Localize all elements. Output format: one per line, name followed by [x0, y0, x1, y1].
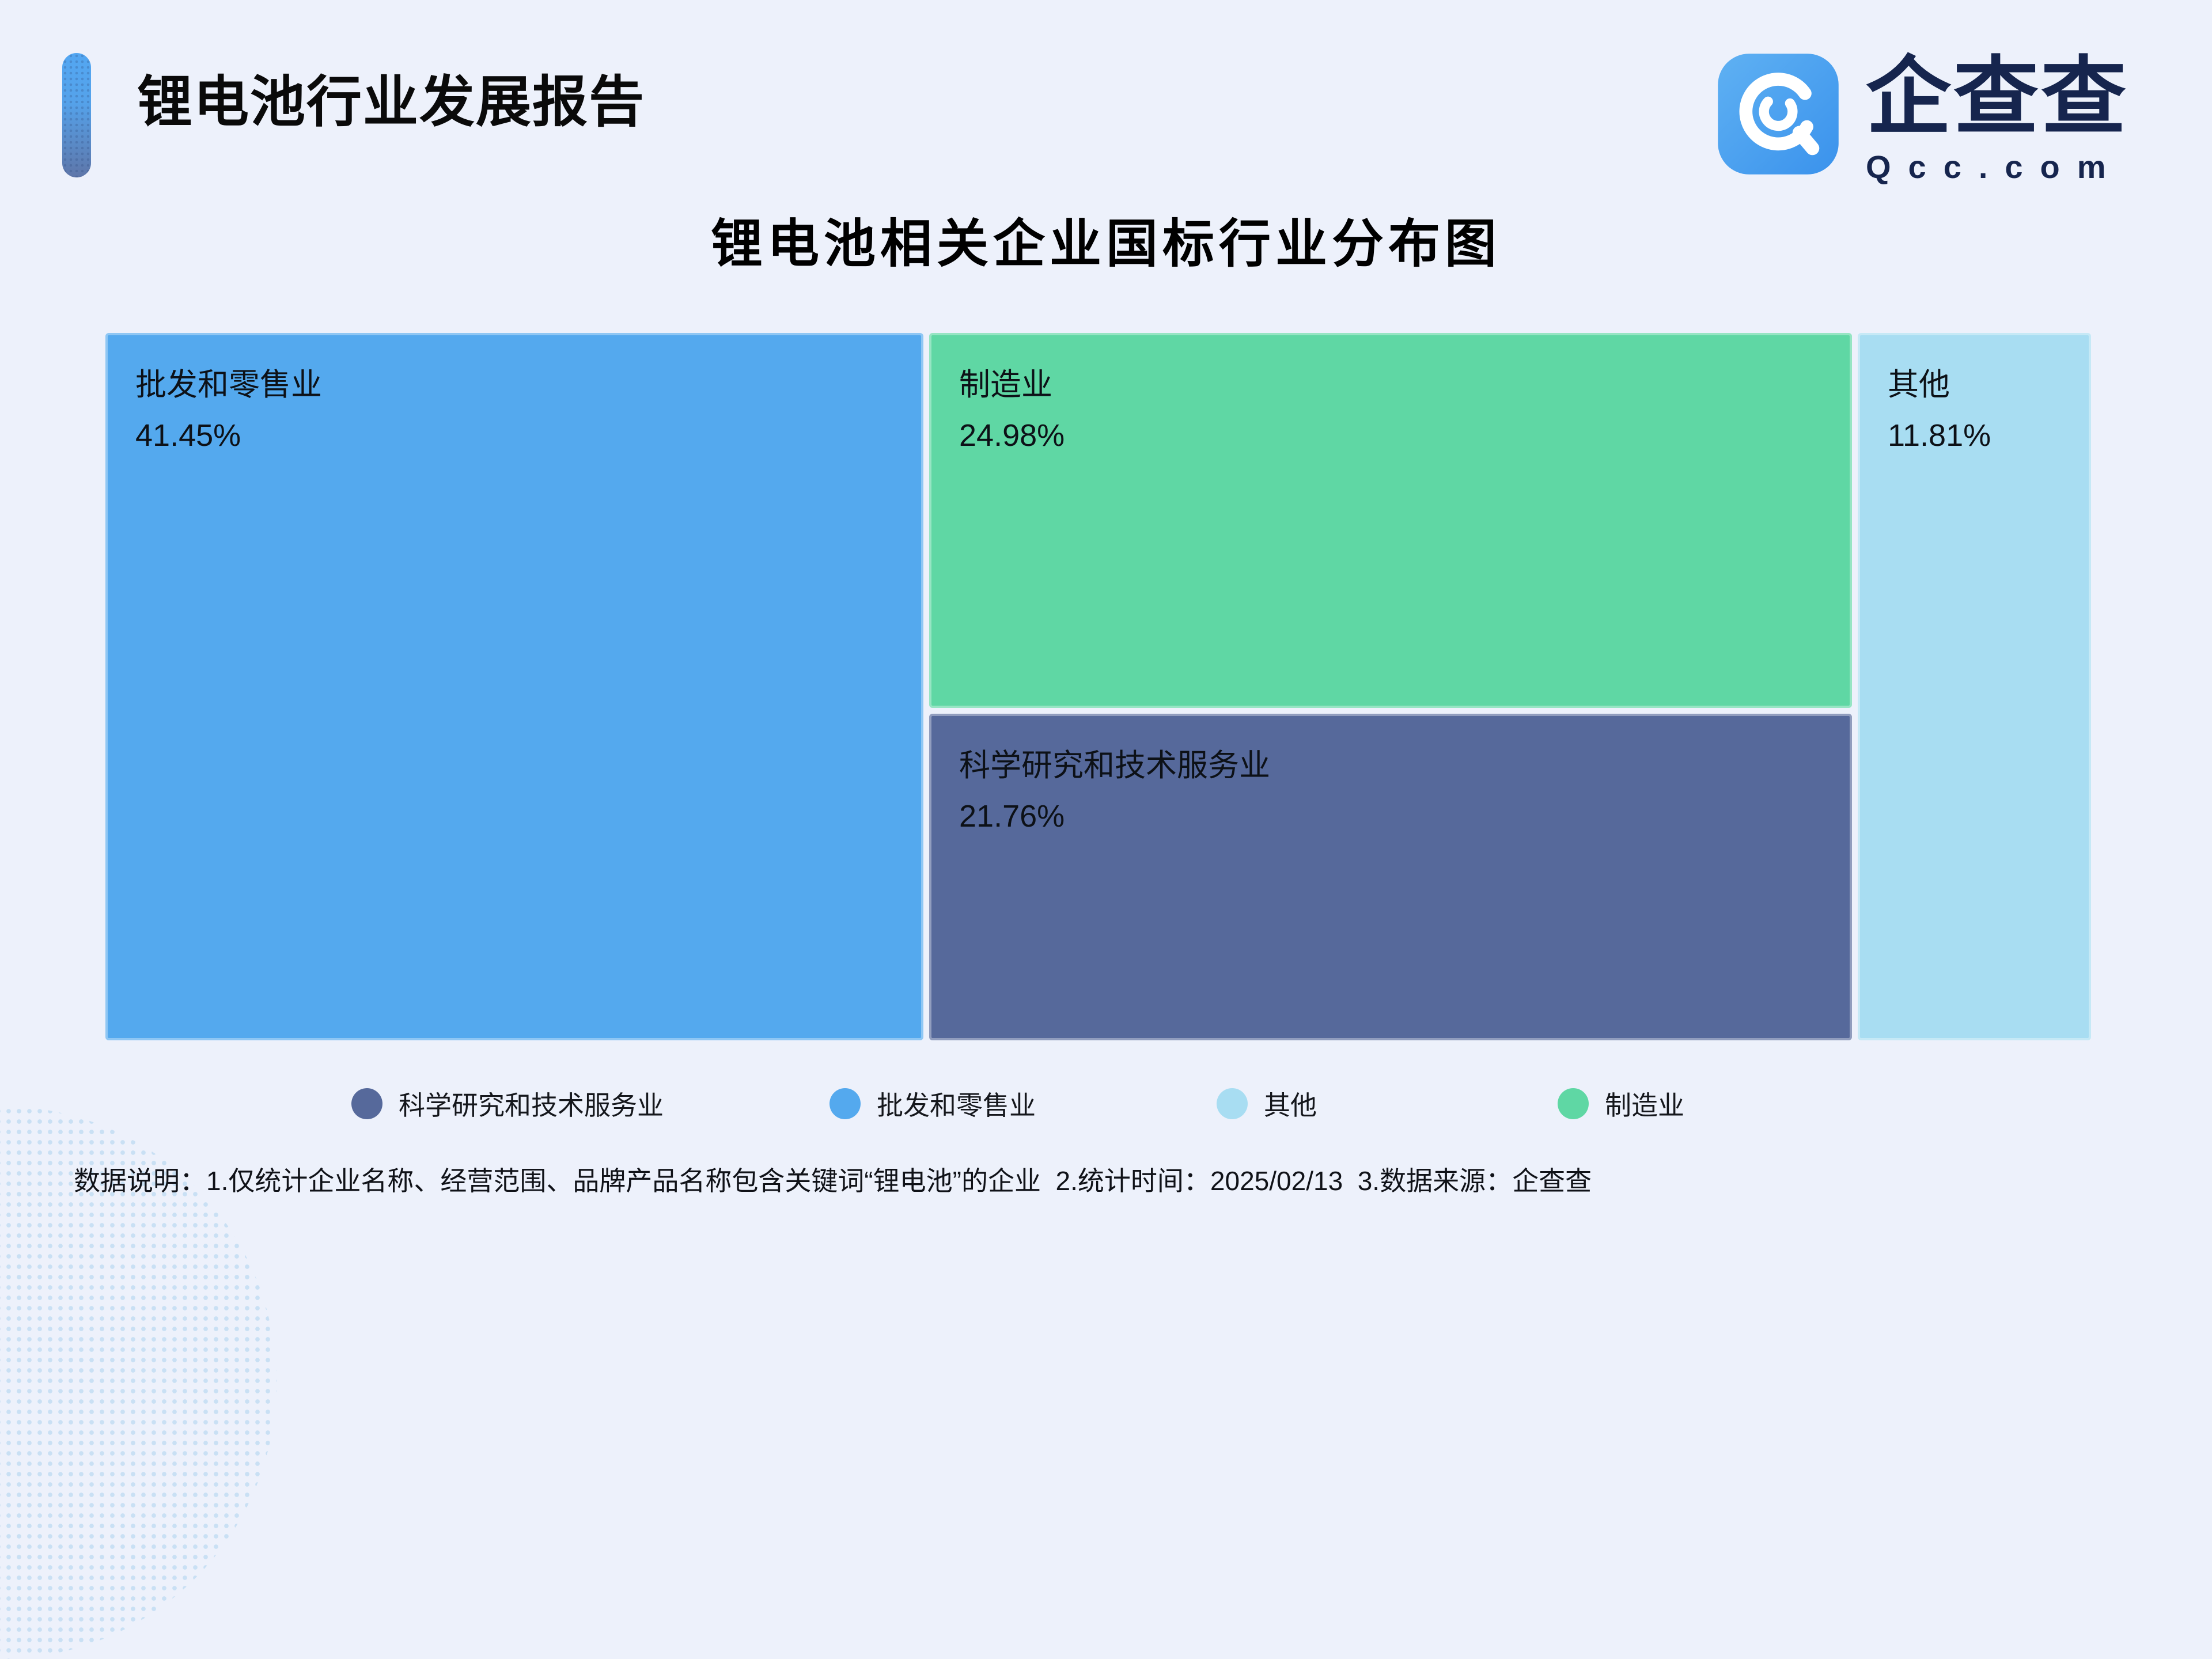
block-value: 21.76%	[959, 799, 1065, 834]
block-label: 科学研究和技术服务业	[959, 748, 1270, 783]
header-accent-bar	[62, 53, 91, 177]
chart-title: 锂电池相关企业国标行业分布图	[711, 215, 1501, 273]
legend-dot-icon	[1558, 1088, 1589, 1119]
legend-dot-icon	[1217, 1088, 1248, 1119]
legend-label: 制造业	[1605, 1090, 1684, 1120]
qcc-logo-icon	[1718, 54, 1839, 175]
treemap-block-wholesale-retail[interactable]: 批发和零售业 41.45%	[105, 333, 923, 1040]
block-label: 其他	[1888, 368, 1950, 402]
block-value: 11.81%	[1888, 418, 1991, 453]
treemap-block-other[interactable]: 其他 11.81%	[1858, 333, 2091, 1040]
block-value: 41.45%	[135, 418, 241, 453]
block-label: 制造业	[959, 368, 1052, 402]
treemap-block-manufacturing[interactable]: 制造业 24.98%	[929, 333, 1852, 708]
legend-label: 科学研究和技术服务业	[399, 1090, 664, 1120]
legend-item-other[interactable]: 其他	[1217, 1086, 1317, 1121]
legend-dot-icon	[351, 1088, 382, 1119]
report-title: 锂电池行业发展报告	[137, 71, 645, 133]
legend-item-wholesale-retail[interactable]: 批发和零售业	[830, 1086, 1036, 1121]
qcc-logo-text: 企查查 Qcc.com	[1866, 52, 2128, 184]
report-page: 锂电池行业发展报告 企查查 Qcc.com 锂电池相关企业国标行业分布图	[0, 52, 2212, 1659]
legend-label: 其他	[1264, 1090, 1317, 1120]
legend: 科学研究和技术服务业 批发和零售业 其他 制造业	[0, 1086, 2212, 1121]
block-value: 24.98%	[959, 418, 1065, 453]
treemap-block-scientific-research[interactable]: 科学研究和技术服务业 21.76%	[929, 714, 1852, 1040]
data-note: 数据说明：1.仅统计企业名称、经营范围、品牌产品名称包含关键词“锂电池”的企业 …	[74, 1166, 1592, 1196]
brand-name: 企查查	[1866, 50, 2128, 145]
treemap-chart: 批发和零售业 41.45% 制造业 24.98% 科学研究和技术服务业 21.7…	[105, 333, 2091, 1040]
legend-label: 批发和零售业	[877, 1090, 1036, 1120]
legend-item-scientific-research[interactable]: 科学研究和技术服务业	[351, 1086, 664, 1121]
block-label: 批发和零售业	[135, 368, 322, 402]
legend-dot-icon	[830, 1088, 861, 1119]
qcc-logo: 企查查 Qcc.com	[1716, 52, 2128, 184]
legend-item-manufacturing[interactable]: 制造业	[1558, 1086, 1684, 1121]
brand-domain: Qcc.com	[1866, 149, 2123, 185]
